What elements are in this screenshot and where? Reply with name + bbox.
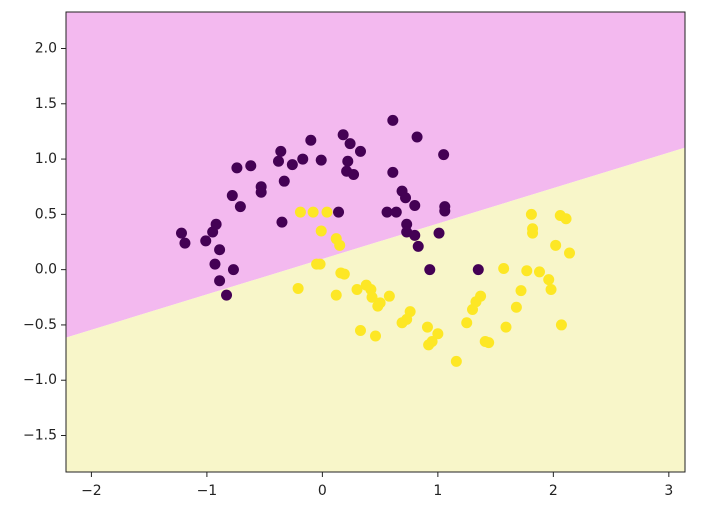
point (412, 240, 424, 252)
point (387, 166, 399, 178)
point (411, 131, 423, 143)
point (424, 264, 436, 276)
point (438, 149, 450, 161)
point (305, 134, 317, 146)
point (421, 321, 433, 333)
point (515, 285, 527, 297)
point (543, 274, 555, 286)
point (423, 339, 435, 351)
point (321, 206, 333, 218)
point (334, 239, 346, 251)
y-tick-label: 1.0 (35, 151, 57, 167)
point (372, 300, 384, 312)
point (338, 268, 350, 280)
point (366, 291, 378, 303)
point (231, 162, 243, 174)
point (439, 205, 451, 217)
point (276, 216, 288, 228)
x-tick-label: −1 (197, 483, 218, 499)
point (200, 235, 212, 247)
y-tick-label: −1.0 (23, 372, 57, 388)
point (342, 155, 354, 167)
point (354, 145, 366, 157)
x-tick-label: 2 (549, 483, 558, 499)
point (381, 206, 393, 218)
point (483, 337, 495, 349)
point (330, 289, 342, 301)
point (500, 321, 512, 333)
point (307, 206, 319, 218)
point (401, 218, 413, 230)
point (315, 154, 327, 166)
point (275, 145, 287, 157)
point (527, 223, 539, 235)
point (227, 264, 239, 276)
point (179, 237, 191, 249)
point (234, 201, 246, 213)
point (472, 264, 484, 276)
point (354, 324, 366, 336)
point (314, 258, 326, 270)
point (333, 206, 345, 218)
point (560, 213, 572, 225)
y-tick-label: 1.5 (35, 96, 57, 112)
point (348, 169, 360, 181)
y-tick-label: −1.5 (23, 428, 57, 444)
point (396, 317, 408, 329)
point (550, 239, 562, 251)
x-tick-label: −2 (81, 483, 102, 499)
point (432, 328, 444, 340)
point (461, 317, 473, 329)
y-tick-label: 0.0 (35, 262, 57, 278)
point (297, 153, 309, 165)
point (450, 355, 462, 367)
point (210, 218, 222, 230)
point (226, 190, 238, 202)
point (272, 155, 284, 167)
point (286, 159, 298, 171)
point (555, 319, 567, 331)
x-tick-label: 1 (433, 483, 442, 499)
plot-frame (65, 11, 686, 473)
point (498, 263, 510, 275)
region-upper (66, 12, 685, 338)
point (351, 284, 363, 296)
point (475, 290, 487, 302)
x-tick-label: 3 (664, 483, 673, 499)
point (294, 206, 306, 218)
point (525, 208, 537, 220)
point (370, 330, 381, 342)
point (409, 200, 421, 212)
point (545, 284, 557, 296)
point (409, 229, 421, 241)
point (315, 225, 327, 237)
point (510, 301, 522, 313)
point (400, 192, 412, 204)
point (245, 160, 257, 172)
point (383, 290, 395, 302)
point (344, 138, 356, 150)
point (433, 227, 445, 239)
y-tick-label: 2.0 (35, 40, 57, 56)
point (278, 175, 290, 187)
point (221, 289, 233, 301)
point (390, 206, 402, 218)
point (292, 282, 304, 294)
y-tick-label: 0.5 (35, 206, 57, 222)
point (564, 247, 576, 259)
point (387, 114, 399, 126)
point (209, 258, 221, 270)
point (533, 266, 545, 278)
point (337, 129, 349, 141)
y-tick-label: −0.5 (23, 317, 57, 333)
point (255, 186, 267, 198)
point (214, 244, 226, 256)
point (214, 275, 226, 287)
x-tick-label: 0 (318, 483, 327, 499)
point (521, 265, 533, 277)
point (175, 227, 187, 239)
